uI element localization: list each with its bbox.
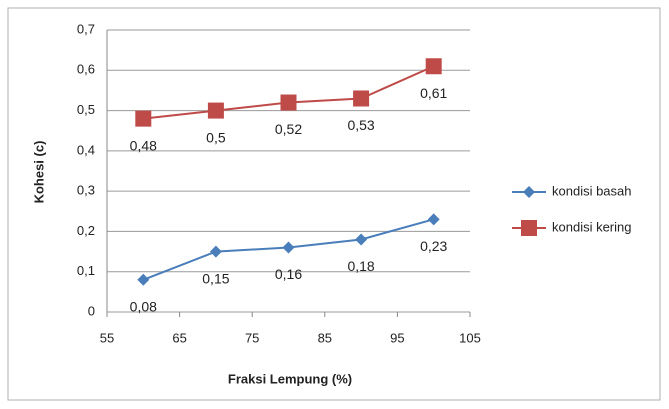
y-tick-label: 0,2 (77, 223, 95, 238)
data-label: 0,48 (130, 137, 157, 153)
data-label: 0,16 (275, 266, 302, 282)
legend-marker (523, 186, 535, 198)
data-point (207, 102, 224, 119)
y-tick-label: 0,5 (77, 102, 95, 117)
data-point (355, 233, 368, 246)
x-tick-label: 85 (318, 330, 332, 345)
data-point (427, 213, 440, 226)
data-point (282, 241, 295, 254)
x-tick-label: 75 (245, 330, 259, 345)
data-point (135, 110, 152, 127)
data-label: 0,23 (420, 238, 447, 254)
y-tick-label: 0,6 (77, 62, 95, 77)
legend-label: kondisi kering (552, 219, 632, 234)
data-label: 0,53 (347, 117, 374, 133)
data-label: 0,52 (275, 121, 302, 137)
x-tick-label: 95 (390, 330, 404, 345)
x-tick-label: 55 (100, 330, 114, 345)
data-point (280, 94, 297, 111)
y-tick-label: 0,4 (77, 142, 95, 157)
y-axis-title: Kohesi (c) (31, 141, 46, 204)
data-label: 0,61 (420, 85, 447, 101)
data-label: 0,5 (206, 129, 226, 145)
chart-border (7, 7, 661, 401)
x-axis-title: Fraksi Lempung (%) (228, 371, 352, 386)
data-point (353, 90, 370, 107)
legend-marker (521, 220, 537, 236)
data-label: 0,08 (130, 298, 157, 314)
y-tick-label: 0,7 (77, 21, 95, 36)
data-label: 0,18 (347, 258, 374, 274)
x-tick-label: 65 (172, 330, 186, 345)
data-point (209, 245, 222, 258)
y-tick-label: 0,3 (77, 183, 95, 198)
y-tick-label: 0 (88, 303, 95, 318)
legend-label: kondisi basah (552, 183, 632, 198)
data-point (425, 58, 442, 75)
data-point (137, 273, 150, 286)
data-label: 0,15 (202, 270, 229, 286)
x-tick-label: 105 (459, 330, 481, 345)
y-tick-label: 0,1 (77, 263, 95, 278)
